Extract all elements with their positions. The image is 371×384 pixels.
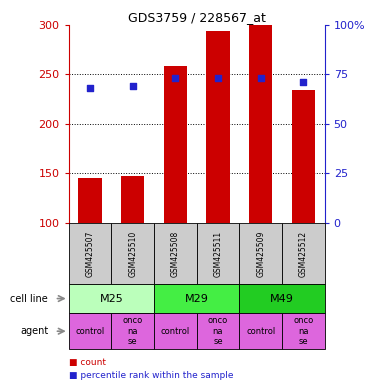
Bar (121, 176, 144, 223)
Bar (197, 313, 239, 349)
Text: GSM425508: GSM425508 (171, 230, 180, 276)
Bar (78, 178, 102, 223)
Text: ■ percentile rank within the sample: ■ percentile rank within the sample (69, 371, 233, 380)
Point (301, 79, 306, 85)
Title: GDS3759 / 228567_at: GDS3759 / 228567_at (128, 11, 266, 24)
Bar (154, 313, 197, 349)
Text: onco
na
se: onco na se (122, 316, 143, 346)
Point (173, 75, 178, 81)
Bar (69, 284, 154, 313)
Bar (154, 223, 197, 284)
Text: M25: M25 (99, 293, 123, 304)
Text: GSM425512: GSM425512 (299, 230, 308, 276)
Bar (292, 90, 315, 223)
Bar (197, 223, 239, 284)
Text: GSM425509: GSM425509 (256, 230, 265, 276)
Bar (282, 223, 325, 284)
Point (215, 75, 221, 81)
Bar (69, 223, 111, 284)
Point (130, 83, 136, 89)
Text: onco
na
se: onco na se (293, 316, 313, 346)
Bar (164, 66, 187, 223)
Text: control: control (75, 327, 105, 336)
Text: GSM425511: GSM425511 (213, 230, 223, 276)
Text: control: control (161, 327, 190, 336)
Bar (111, 313, 154, 349)
Text: control: control (246, 327, 275, 336)
Bar (111, 223, 154, 284)
Bar (239, 284, 325, 313)
Bar (69, 313, 111, 349)
Text: GSM425507: GSM425507 (85, 230, 95, 276)
Bar (206, 31, 230, 223)
Text: onco
na
se: onco na se (208, 316, 228, 346)
Bar (282, 313, 325, 349)
Text: cell line: cell line (10, 293, 48, 304)
Point (87, 85, 93, 91)
Bar (239, 223, 282, 284)
Text: GSM425510: GSM425510 (128, 230, 137, 276)
Bar (154, 284, 239, 313)
Bar (239, 313, 282, 349)
Text: ■ count: ■ count (69, 358, 106, 367)
Point (258, 75, 264, 81)
Text: M29: M29 (185, 293, 209, 304)
Text: M49: M49 (270, 293, 294, 304)
Text: agent: agent (20, 326, 48, 336)
Bar (249, 25, 272, 223)
